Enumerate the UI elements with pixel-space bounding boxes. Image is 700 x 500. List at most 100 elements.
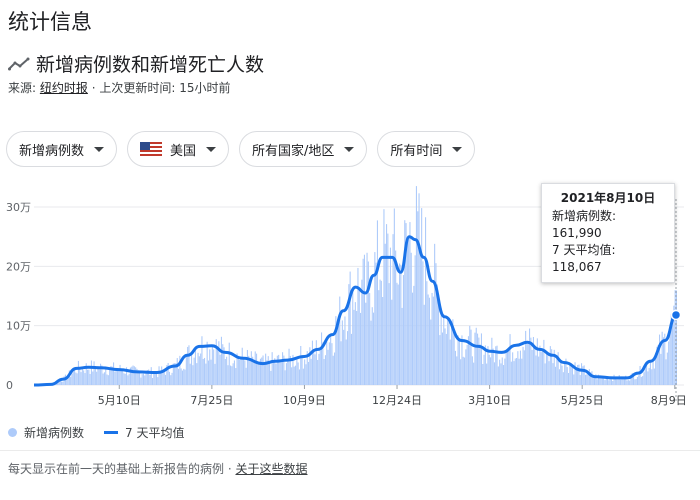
region-dropdown[interactable]: 所有国家/地区 [239,131,368,167]
case-bar [644,365,646,385]
case-bar [100,363,102,385]
case-bar [356,310,358,385]
case-bar [384,243,386,385]
case-bar [226,356,228,385]
case-bar [62,381,64,385]
case-bar [512,352,514,385]
case-bar [551,349,553,385]
metric-dropdown[interactable]: 新增病例数 [6,131,118,167]
case-bar [170,375,172,385]
case-bar [175,363,177,385]
case-bar [378,290,380,385]
case-bar [142,373,144,385]
source-link[interactable]: 纽约时报 [39,81,88,95]
case-bar [534,347,536,385]
case-bar [375,262,377,385]
chevron-down-icon [344,146,355,152]
chart-tooltip: 2021年8月10日 新增病例数: 161,990 7 天平均值: 118,06… [541,183,675,283]
case-bar [386,224,388,385]
case-bar [428,297,430,385]
case-bar [661,331,663,385]
case-bar [239,359,241,385]
case-bar [149,374,151,385]
case-bar [302,368,304,385]
case-bar [361,279,363,385]
case-bar [72,370,74,385]
case-bar [535,355,537,385]
case-bar [486,363,488,385]
case-bar [566,367,568,385]
case-bar [319,350,321,385]
case-bar [556,358,558,385]
case-bar [274,358,276,385]
case-bar [540,352,542,385]
case-bar [315,340,317,385]
case-bar [465,349,467,385]
case-bar [571,364,573,385]
case-bar [152,377,154,385]
case-bar [250,351,252,385]
cases-chart[interactable]: 0 10万 20万 30万 5月10日 7月25日 10月9日 12月24日 3月10日 5月25… [0,178,700,410]
case-bar [124,373,126,385]
case-bar [594,376,596,385]
case-bar [101,365,103,385]
case-bar [92,371,94,385]
case-bar [517,351,519,385]
time-range-dropdown[interactable]: 所有时间 [377,131,476,167]
case-bar [674,290,676,385]
chart-title: 新增病例数和新增死亡人数 [36,54,265,76]
case-bar [301,356,303,385]
case-bar [114,371,116,385]
case-bar [275,363,277,385]
case-bar [451,321,453,385]
case-bar [178,368,180,385]
case-bar [601,378,603,385]
case-bar [103,372,105,385]
case-bar [501,357,503,385]
case-bar [321,332,323,385]
case-bar [87,369,89,385]
country-dropdown[interactable]: 美国 [127,131,230,167]
case-bar [223,347,225,385]
case-bar [539,345,541,385]
case-bar [109,369,111,385]
case-bar [410,252,412,385]
case-bar [453,329,455,385]
case-bar [266,360,268,385]
case-bar [335,316,337,385]
case-bar [631,372,633,385]
case-bar [244,360,246,385]
case-bar [132,365,134,385]
case-bar [471,356,473,385]
case-bar [415,186,417,385]
case-bar [404,220,406,385]
case-bar [194,350,196,385]
case-bar [622,377,624,385]
case-bar [374,252,376,385]
case-bar [647,371,649,385]
case-bar [402,275,404,385]
case-bar [531,349,533,385]
case-bar [490,357,492,385]
case-bar [584,374,586,385]
case-bar [497,366,499,385]
case-bar [603,376,605,385]
case-bar [204,357,206,385]
case-bar [237,357,239,385]
case-bar [311,340,313,385]
case-bar [660,353,662,385]
case-bar [94,367,96,385]
case-bar [176,358,178,385]
about-data-link[interactable]: 关于这些数据 [235,462,308,476]
case-bar [289,355,291,385]
case-bar [430,319,432,385]
case-bar [617,379,619,385]
case-bar [477,333,479,385]
case-bar [322,342,324,385]
case-bar [393,208,395,385]
case-bar [68,370,70,385]
case-bar [588,369,590,385]
case-bar [222,344,224,385]
case-bar [519,350,521,385]
case-bar [664,333,666,385]
